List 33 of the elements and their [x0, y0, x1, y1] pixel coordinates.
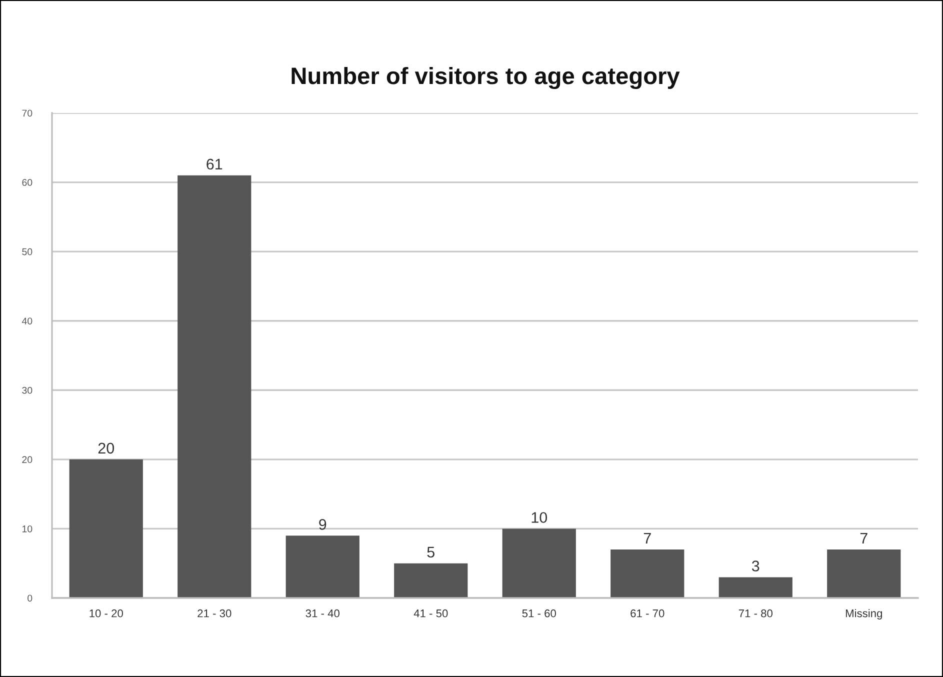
bar	[286, 536, 360, 598]
x-tick-label: 41 - 50	[414, 609, 448, 618]
x-tick-label: 21 - 30	[198, 609, 232, 618]
bar	[610, 550, 684, 598]
y-tick-label: 0	[28, 594, 32, 602]
bar	[502, 528, 576, 598]
data-label: 7	[860, 533, 868, 544]
y-tick-label: 20	[22, 456, 32, 464]
x-tick-label: Missing	[846, 609, 882, 620]
data-label: 9	[319, 519, 326, 530]
bar	[69, 459, 143, 598]
data-label: 3	[752, 560, 760, 572]
data-label: 61	[206, 158, 222, 170]
bar	[827, 550, 901, 598]
data-label: 7	[644, 533, 651, 544]
bar	[718, 577, 792, 598]
data-label: 5	[427, 546, 434, 558]
y-tick-label: 70	[22, 110, 32, 117]
data-label: 10	[532, 512, 548, 523]
x-tick-label: 51 - 60	[522, 609, 556, 618]
chart-title: Number of visitors to age category	[292, 66, 680, 90]
x-tick-label: 61 - 70	[630, 609, 664, 618]
y-tick-label: 10	[22, 525, 32, 532]
y-tick-label: 40	[22, 318, 32, 324]
y-tick-label: 30	[22, 386, 32, 394]
y-tick-label: 50	[22, 248, 32, 256]
y-tick-label: 60	[22, 179, 32, 186]
x-tick-label: 71 - 80	[738, 609, 772, 618]
x-tick-label: 10 - 20	[90, 609, 123, 618]
x-tick-label: 31 - 40	[306, 609, 340, 618]
data-label: 20	[98, 442, 114, 454]
bar	[178, 175, 252, 598]
bar	[394, 563, 468, 598]
